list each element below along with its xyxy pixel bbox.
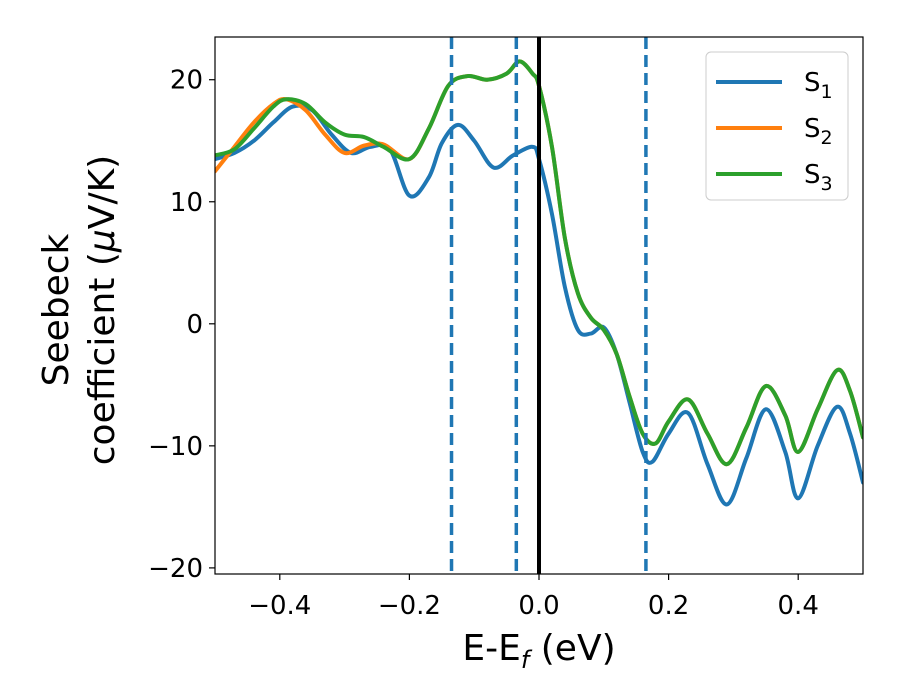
y-axis-title-line2-mu: μ (82, 229, 123, 253)
y-tick-label: 20 (170, 66, 203, 96)
legend-label-S1: S1 (804, 68, 833, 103)
x-tick-label: 0.0 (518, 591, 559, 621)
y-tick-label: 0 (186, 310, 203, 340)
x-tick-label: −0.2 (378, 591, 441, 621)
y-axis-title-line2-prefix: coefficient ( (82, 252, 123, 465)
vertical-lines-layer (449, 37, 648, 574)
y-axis-title: Seebeck coefficient (μV/K) (36, 155, 123, 465)
series-layer (215, 59, 863, 507)
legend: S1 S2 S3 (705, 51, 849, 201)
legend-label-S2: S2 (804, 114, 833, 149)
y-axis-title-line2: coefficient (μV/K) (82, 155, 123, 465)
series-line-S3 (215, 59, 863, 467)
legend-label-S3: S3 (804, 160, 833, 195)
x-tick-label: −0.4 (248, 591, 311, 621)
y-axis-title-line2-suffix: V/K) (82, 155, 123, 229)
y-axis-title-line1: Seebeck (36, 233, 77, 386)
x-axis-title-main: E-E (462, 628, 520, 669)
y-axis-ticks: −20 −10 0 10 20 (148, 66, 215, 584)
y-tick-label: 10 (170, 188, 203, 218)
x-tick-label: 0.4 (778, 591, 819, 621)
series-line-S1 (215, 103, 863, 507)
x-axis-ticks: −0.4 −0.2 0.0 0.2 0.4 (248, 574, 819, 621)
x-axis-title: E-Ef (eV) (462, 628, 615, 674)
x-axis-title-suffix: (eV) (529, 628, 615, 669)
x-tick-label: 0.2 (648, 591, 689, 621)
y-tick-label: −10 (148, 432, 203, 462)
y-tick-label: −20 (148, 554, 203, 584)
